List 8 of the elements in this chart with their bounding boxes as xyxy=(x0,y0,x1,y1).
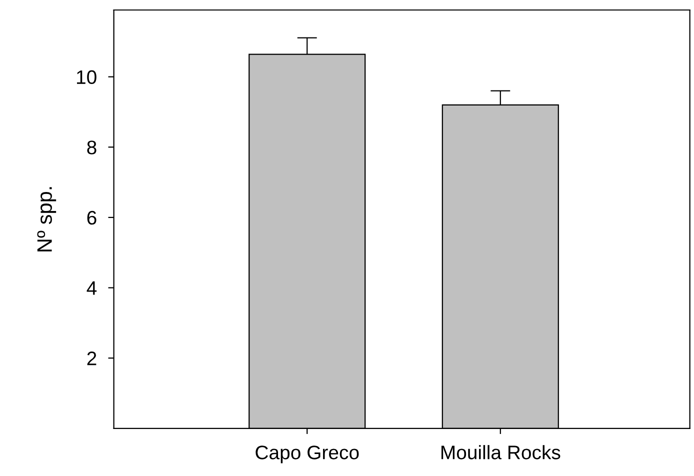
y-tick-label: 2 xyxy=(87,352,96,366)
y-tick-label: 6 xyxy=(87,210,96,225)
x-tick-label: Mouilla Rocks xyxy=(441,445,560,460)
y-tick-label: 4 xyxy=(86,281,97,295)
x-tick-label: Capo Greco xyxy=(256,446,359,464)
y-axis-title: Nº spp. xyxy=(37,187,56,252)
y-tick-label: 10 xyxy=(77,70,96,84)
y-tick-label: 8 xyxy=(87,140,96,154)
